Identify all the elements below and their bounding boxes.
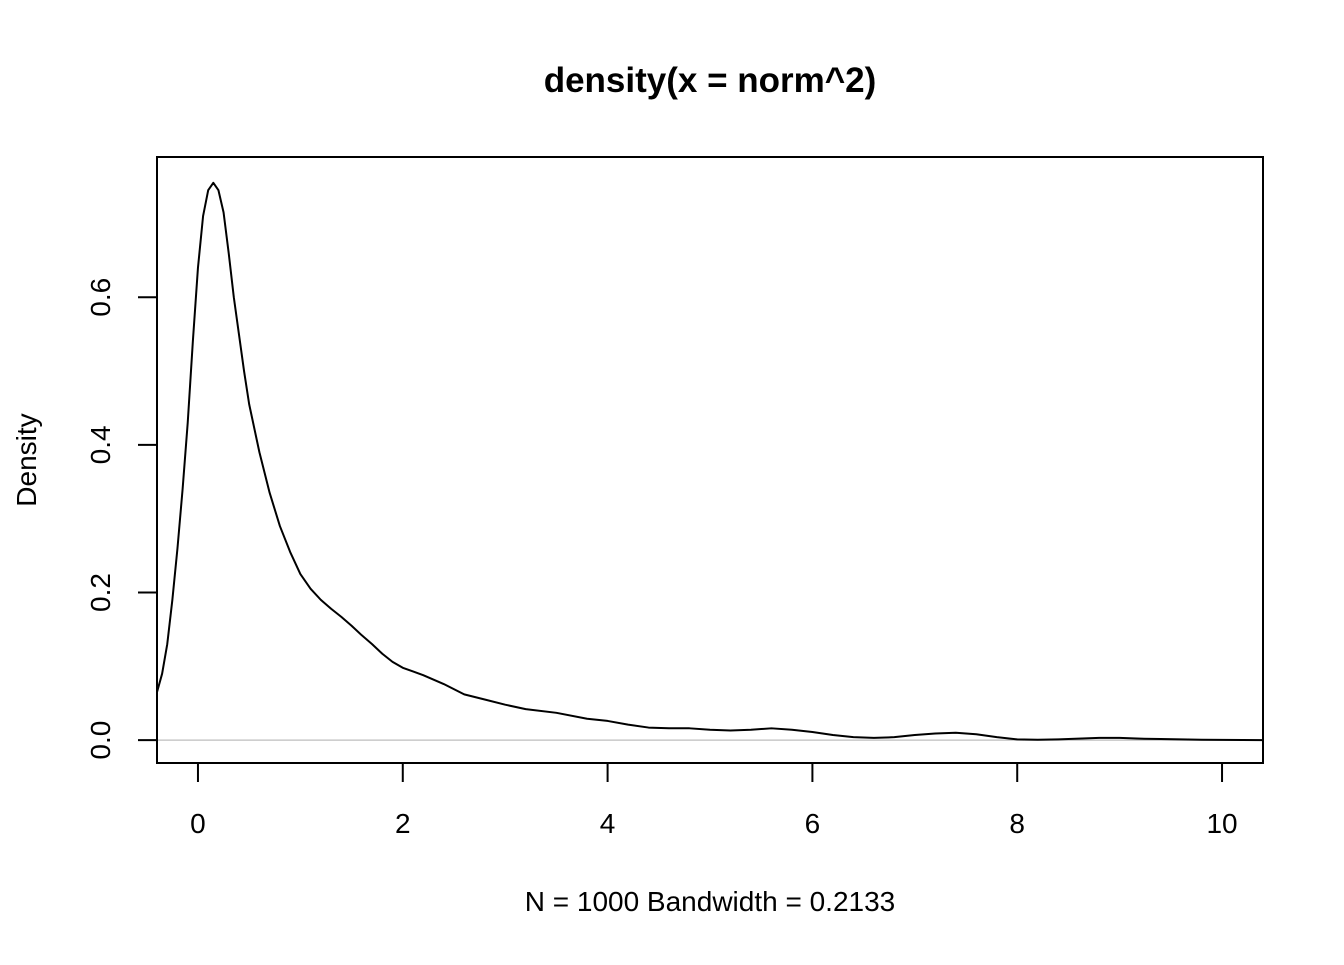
y-axis-label: Density <box>11 413 42 506</box>
y-tick-label: 0.0 <box>85 721 116 760</box>
plot-frame <box>156 156 1264 764</box>
x-tick-label: 4 <box>600 808 616 839</box>
y-tick-label: 0.4 <box>85 425 116 464</box>
chart-title: density(x = norm^2) <box>544 61 877 100</box>
y-tick-label: 0.2 <box>85 573 116 612</box>
x-tick-label: 10 <box>1206 808 1237 839</box>
x-axis-label: N = 1000 Bandwidth = 0.2133 <box>525 886 896 917</box>
x-tick-label: 0 <box>190 808 206 839</box>
x-axis: 0 2 4 6 8 10 <box>190 762 1238 839</box>
y-axis: 0.0 0.2 0.4 0.6 <box>85 278 158 760</box>
y-tick-label: 0.6 <box>85 278 116 317</box>
x-tick-label: 8 <box>1009 808 1025 839</box>
x-tick-label: 6 <box>805 808 821 839</box>
x-tick-label: 2 <box>395 808 411 839</box>
density-curve <box>156 181 1264 742</box>
